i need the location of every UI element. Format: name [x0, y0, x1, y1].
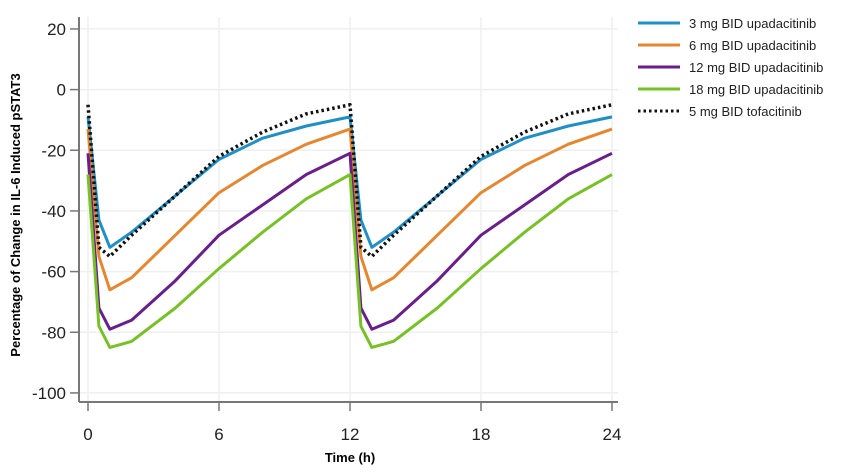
x-tick-label: 24	[603, 425, 622, 444]
legend-label: 12 mg BID upadacitinib	[689, 60, 823, 75]
y-tick-label: -20	[41, 141, 66, 160]
y-tick-label: -100	[32, 384, 66, 403]
series-line-0	[86, 115, 613, 249]
x-tick-label: 0	[83, 425, 92, 444]
legend-label: 3 mg BID upadacitinib	[689, 16, 816, 31]
series-line-3	[86, 173, 613, 349]
y-tick-label: -80	[41, 323, 66, 342]
axes: 20 0 -20 -40 -60 -80 -100 0 6 12 18 24	[32, 17, 621, 444]
y-tick-label: -60	[41, 263, 66, 282]
gridlines	[79, 17, 618, 402]
series-line-2	[86, 151, 613, 331]
legend: 3 mg BID upadacitinib 6 mg BID upadacitin…	[638, 16, 823, 119]
legend-label: 5 mg BID tofacitinib	[689, 104, 802, 119]
series-line-1	[86, 127, 613, 292]
y-axis-label: Percentage of Change in IL-6 Induced pST…	[8, 73, 23, 356]
legend-label: 18 mg BID upadacitinib	[689, 82, 823, 97]
x-tick-label: 12	[341, 425, 360, 444]
legend-label: 6 mg BID upadacitinib	[689, 38, 816, 53]
series-lines	[86, 103, 613, 349]
y-tick-label: 0	[57, 81, 66, 100]
x-axis-label: Time (h)	[325, 450, 375, 465]
y-tick-label: 20	[47, 20, 66, 39]
x-tick-label: 6	[214, 425, 223, 444]
x-tick-label: 18	[472, 425, 491, 444]
series-line-4	[86, 103, 613, 259]
y-tick-label: -40	[41, 202, 66, 221]
